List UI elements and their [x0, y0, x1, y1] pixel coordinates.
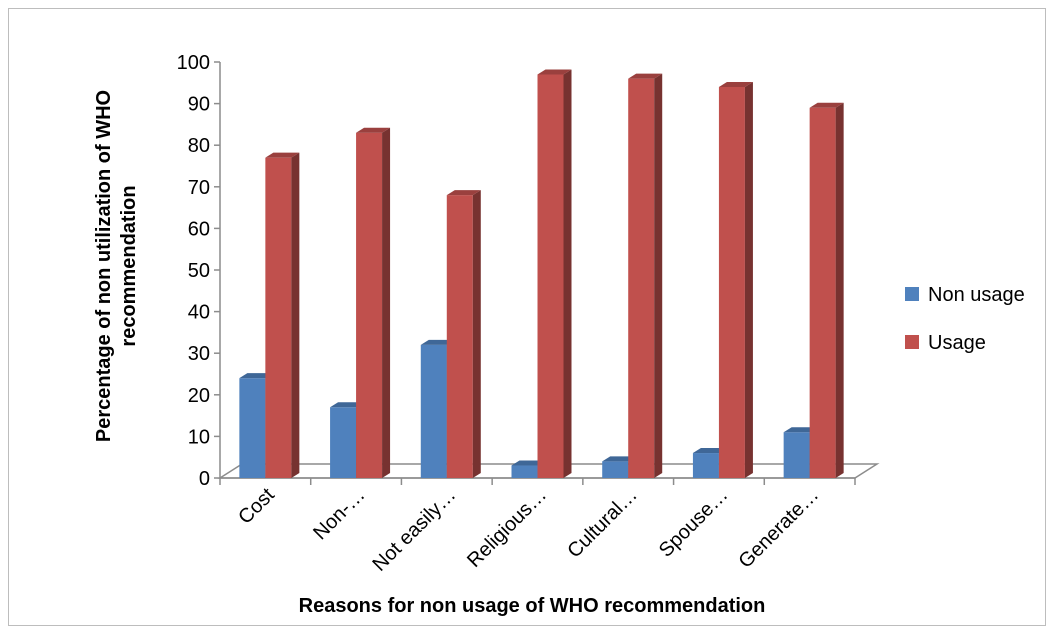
bar [692, 453, 719, 478]
bar [537, 74, 564, 478]
bar-top [602, 456, 637, 462]
y-tick-label: 60 [188, 218, 210, 240]
bar-side [291, 152, 300, 478]
x-tick-label: Religious… [463, 484, 551, 572]
bar-top [446, 190, 481, 196]
y-tick-label: 100 [177, 52, 210, 74]
y-tick-label: 0 [199, 468, 210, 490]
bar-top [239, 373, 274, 379]
y-axis-title-line1: Percentage of non utilization of WHO [93, 90, 115, 442]
y-tick-label: 20 [188, 385, 210, 407]
x-tick-label: Not easily… [369, 484, 461, 576]
bar-top [783, 427, 818, 433]
legend-swatch-non-usage [905, 287, 919, 301]
y-tick-label: 10 [188, 426, 210, 448]
bar-side [744, 81, 753, 479]
x-tick-label: Spouse… [655, 484, 733, 562]
y-tick-label: 30 [188, 343, 210, 365]
y-tick-label: 50 [188, 260, 210, 282]
legend-label-non-usage: Non usage [928, 284, 1025, 306]
bar-side [835, 102, 844, 478]
bar [783, 432, 810, 478]
bar-top [511, 460, 546, 466]
bar-side [654, 73, 663, 478]
bar-top [809, 102, 844, 108]
y-tick-label: 40 [188, 302, 210, 324]
bar [628, 78, 655, 478]
legend: Non usage Usage [905, 284, 1025, 354]
bar-side [472, 190, 481, 478]
bar-top [718, 81, 753, 87]
bar-top [265, 152, 300, 158]
y-axis-title-line2: recommendation [118, 185, 140, 346]
bar-top [330, 402, 365, 408]
bar [511, 465, 538, 478]
x-tick-label: Cost [234, 484, 279, 529]
bar-top [356, 127, 391, 133]
legend-swatch-usage [905, 335, 919, 349]
bar [330, 407, 357, 478]
y-tick-label: 80 [188, 135, 210, 157]
chart-frame [8, 8, 1046, 626]
bar-top [692, 448, 727, 454]
x-tick-label: Generate… [735, 484, 824, 573]
x-tick-label: Cultural… [563, 484, 641, 562]
bar-top [420, 339, 455, 345]
legend-label-usage: Usage [928, 332, 986, 354]
bar [356, 132, 383, 478]
bar-side [563, 69, 572, 478]
bar [718, 86, 745, 479]
x-axis-title: Reasons for non usage of WHO recommendat… [299, 595, 766, 617]
y-tick-label: 90 [188, 94, 210, 116]
axes [214, 61, 856, 485]
bar-side [382, 127, 391, 478]
bar [602, 461, 629, 478]
bar [809, 107, 836, 478]
y-tick-label: 70 [188, 177, 210, 199]
bar [446, 195, 473, 478]
bars [239, 69, 844, 479]
bar-top [537, 69, 572, 75]
bar [420, 344, 447, 478]
x-tick-label: Non-… [309, 484, 369, 544]
bar [265, 157, 292, 478]
bar-top [628, 73, 663, 79]
bar [239, 378, 266, 478]
